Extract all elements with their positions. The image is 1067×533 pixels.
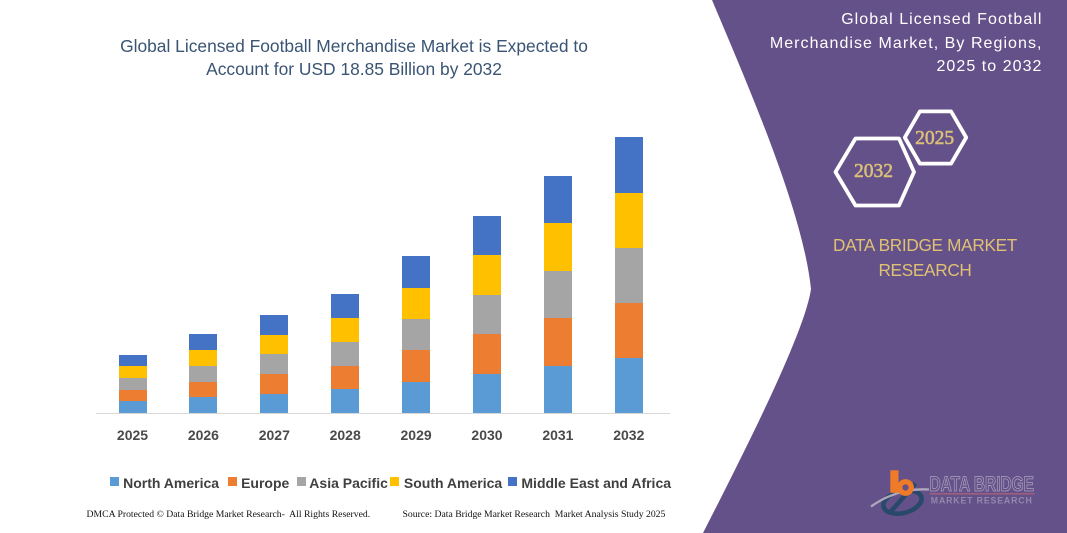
svg-text:2025: 2025 [915,128,954,149]
svg-text:2032: 2032 [854,161,893,182]
svg-text:DATA BRIDGE: DATA BRIDGE [930,473,1035,496]
svg-text:MARKET RESEARCH: MARKET RESEARCH [931,496,1032,506]
